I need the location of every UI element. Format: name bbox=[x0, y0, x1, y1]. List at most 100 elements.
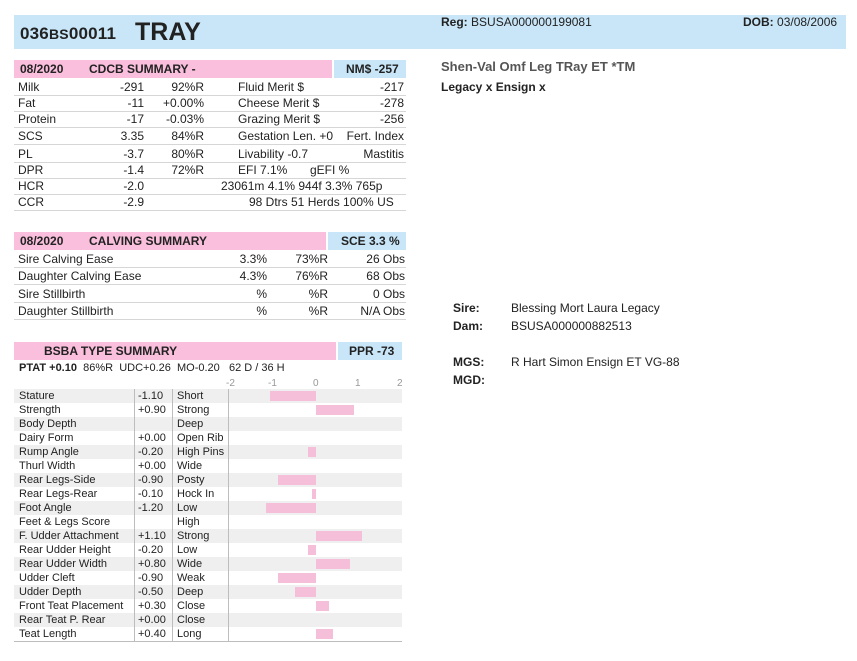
type-value: +0.80 bbox=[138, 558, 166, 570]
calving-date: 08/2020 bbox=[20, 234, 64, 248]
calving-row: Daughter Calving Ease 4.3% 76%R 68 Obs bbox=[14, 268, 406, 285]
calving-section-bar: 08/2020 CALVING SUMMARY bbox=[14, 232, 326, 250]
cdcb-trait: PL bbox=[18, 147, 33, 161]
cdcb-col2: 98 Dtrs 51 Herds 100% US bbox=[249, 195, 394, 209]
type-trait: Rear Teat P. Rear bbox=[19, 614, 106, 626]
cdcb-value: -1.4 bbox=[123, 163, 144, 177]
type-row: Rear Udder Height -0.20 Low bbox=[14, 543, 402, 557]
cdcb-col2: Cheese Merit $ bbox=[238, 96, 320, 110]
cdcb-rel: -0.03% bbox=[165, 112, 204, 126]
calving-pct: 4.3% bbox=[239, 269, 267, 283]
cdcb-col4: -217 bbox=[379, 80, 404, 94]
type-trait: Rear Legs-Side bbox=[19, 474, 96, 486]
cdcb-rel: 84%R bbox=[171, 129, 204, 143]
sire-label: Sire: bbox=[453, 301, 480, 315]
table-bottom-rule bbox=[14, 641, 402, 642]
ptat-line: PTAT +0.10 86%R UDC+0.26 MO-0.20 62 D / … bbox=[19, 362, 285, 374]
calving-obs: 26 Obs bbox=[366, 252, 405, 266]
calving-rel: %R bbox=[308, 287, 328, 301]
calving-rel: 76%R bbox=[295, 269, 328, 283]
type-desc: Close bbox=[177, 614, 206, 626]
type-value: -0.90 bbox=[138, 474, 164, 486]
type-row: Rear Teat P. Rear +0.00 Close bbox=[14, 613, 402, 627]
type-desc: High bbox=[177, 516, 200, 528]
type-value: +0.30 bbox=[138, 600, 166, 612]
type-trait: Teat Length bbox=[19, 628, 77, 640]
type-bar bbox=[316, 629, 333, 639]
cdcb-value: -2.9 bbox=[123, 195, 144, 209]
type-trait: Feet & Legs Score bbox=[19, 516, 111, 528]
type-desc: Deep bbox=[177, 586, 204, 598]
calving-pct: % bbox=[256, 287, 267, 301]
type-desc: Posty bbox=[177, 474, 205, 486]
type-row: Udder Depth -0.50 Deep bbox=[14, 585, 402, 599]
type-desc: Wide bbox=[177, 558, 203, 570]
registration: Reg: BSUSA000000199081 bbox=[441, 15, 592, 29]
cdcb-value: 3.35 bbox=[120, 129, 144, 143]
type-desc: Short bbox=[177, 390, 204, 402]
type-row: Feet & Legs Score High bbox=[14, 515, 402, 529]
cdcb-row: Protein -17 -0.03% Grazing Merit $ -256 bbox=[14, 111, 406, 128]
cdcb-col2: Livability -0.7 bbox=[238, 147, 309, 161]
ppr-badge: PPR -73 bbox=[338, 342, 402, 360]
type-trait: Rear Udder Height bbox=[19, 544, 111, 556]
type-value: +0.90 bbox=[138, 404, 166, 416]
type-desc: High Pins bbox=[177, 446, 225, 458]
type-desc: Strong bbox=[177, 404, 210, 416]
axis-tick-label: 0 bbox=[313, 378, 319, 389]
cdcb-trait: SCS bbox=[18, 129, 43, 143]
type-bar bbox=[307, 545, 316, 555]
type-desc: Open Rib bbox=[177, 432, 224, 444]
calving-obs: 68 Obs bbox=[366, 269, 405, 283]
type-desc: Low bbox=[177, 502, 198, 514]
type-trait: Thurl Width bbox=[19, 460, 76, 472]
full-name: Shen-Val Omf Leg TRay ET *TM bbox=[441, 59, 636, 74]
type-trait: F. Udder Attachment bbox=[19, 530, 119, 542]
type-bar bbox=[278, 573, 316, 583]
type-bar bbox=[316, 601, 329, 611]
mgs-value: R Hart Simon Ensign ET VG-88 bbox=[511, 355, 680, 369]
type-bar bbox=[316, 405, 354, 415]
cdcb-row: HCR -2.0 23061m 4.1% 944f 3.3% 765p bbox=[14, 178, 406, 195]
type-row: Rump Angle -0.20 High Pins bbox=[14, 445, 402, 459]
calving-trait: Sire Calving Ease bbox=[18, 252, 114, 266]
type-trait: Udder Cleft bbox=[19, 572, 75, 584]
cdcb-trait: Protein bbox=[18, 112, 57, 126]
type-row: Foot Angle -1.20 Low bbox=[14, 501, 402, 515]
cdcb-value: -3.7 bbox=[123, 147, 144, 161]
type-trait: Udder Depth bbox=[19, 586, 82, 598]
type-row: Rear Legs-Side -0.90 Posty bbox=[14, 473, 402, 487]
type-desc: Hock In bbox=[177, 488, 215, 500]
type-row: Dairy Form +0.00 Open Rib bbox=[14, 431, 402, 445]
sce-badge: SCE 3.3 % bbox=[328, 232, 406, 250]
type-desc: Long bbox=[177, 628, 202, 640]
type-row: Rear Udder Width +0.80 Wide bbox=[14, 557, 402, 571]
type-desc: Wide bbox=[177, 460, 203, 472]
type-trait: Dairy Form bbox=[19, 432, 74, 444]
type-row: Udder Cleft -0.90 Weak bbox=[14, 571, 402, 585]
type-trait: Rear Legs-Rear bbox=[19, 488, 98, 500]
calving-obs: N/A Obs bbox=[360, 304, 405, 318]
type-value: +0.40 bbox=[138, 628, 166, 640]
axis-tick-label: 2 bbox=[397, 378, 403, 389]
cdcb-row: DPR -1.4 72%R EFI 7.1% gEFI % bbox=[14, 162, 406, 179]
calving-row: Sire Calving Ease 3.3% 73%R 26 Obs bbox=[14, 251, 406, 268]
dam-label: Dam: bbox=[453, 319, 484, 333]
cdcb-col2: Grazing Merit $ bbox=[238, 112, 321, 126]
calving-title: CALVING SUMMARY bbox=[89, 234, 207, 248]
column-divider bbox=[134, 389, 135, 641]
cdcb-value: -2.0 bbox=[123, 179, 144, 193]
type-value: +0.00 bbox=[138, 614, 166, 626]
type-row: Rear Legs-Rear -0.10 Hock In bbox=[14, 487, 402, 501]
type-row: Stature -1.10 Short bbox=[14, 389, 402, 403]
type-trait: Rear Udder Width bbox=[19, 558, 108, 570]
cdcb-col4: Fert. Index bbox=[346, 129, 404, 143]
calving-trait: Daughter Stillbirth bbox=[18, 304, 114, 318]
mgd-label: MGD: bbox=[453, 373, 485, 387]
cdcb-trait: HCR bbox=[18, 179, 44, 193]
cdcb-rel: 80%R bbox=[171, 147, 204, 161]
cdcb-date: 08/2020 bbox=[20, 62, 64, 76]
type-value: +0.00 bbox=[138, 432, 166, 444]
cdcb-col2: Gestation Len. +0 bbox=[238, 129, 334, 143]
cdcb-trait: Milk bbox=[18, 80, 40, 94]
